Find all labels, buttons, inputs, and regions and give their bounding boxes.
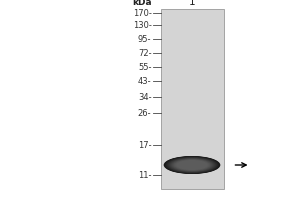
Ellipse shape: [169, 158, 215, 172]
Ellipse shape: [170, 158, 214, 172]
Ellipse shape: [172, 159, 212, 171]
Ellipse shape: [167, 157, 218, 173]
Ellipse shape: [165, 156, 219, 174]
Text: 1: 1: [189, 0, 195, 7]
Ellipse shape: [167, 157, 217, 173]
Ellipse shape: [164, 156, 220, 174]
Ellipse shape: [166, 157, 218, 173]
Ellipse shape: [175, 160, 209, 170]
Ellipse shape: [176, 160, 208, 170]
Text: 17-: 17-: [138, 140, 152, 149]
Ellipse shape: [166, 157, 218, 173]
Text: 55-: 55-: [138, 62, 152, 72]
Text: 26-: 26-: [138, 108, 152, 117]
Text: kDa: kDa: [132, 0, 152, 7]
Ellipse shape: [171, 158, 213, 172]
Ellipse shape: [164, 156, 220, 174]
Ellipse shape: [169, 158, 214, 172]
Bar: [160, 9, 224, 189]
Ellipse shape: [176, 160, 208, 170]
Ellipse shape: [176, 160, 208, 170]
Text: 170-: 170-: [133, 8, 152, 18]
Ellipse shape: [172, 158, 212, 172]
Text: 34-: 34-: [138, 92, 152, 102]
Ellipse shape: [173, 159, 211, 171]
Ellipse shape: [177, 160, 207, 170]
Text: 130-: 130-: [133, 21, 152, 29]
Text: 43-: 43-: [138, 76, 152, 86]
Ellipse shape: [172, 159, 212, 171]
Text: 72-: 72-: [138, 48, 152, 58]
Ellipse shape: [168, 157, 216, 173]
Ellipse shape: [168, 157, 216, 173]
Ellipse shape: [165, 156, 219, 174]
Ellipse shape: [174, 159, 210, 171]
Ellipse shape: [169, 158, 215, 172]
Text: 11-: 11-: [138, 170, 152, 180]
Text: 95-: 95-: [138, 34, 152, 44]
Ellipse shape: [173, 159, 211, 171]
Ellipse shape: [170, 158, 214, 172]
Ellipse shape: [174, 159, 210, 171]
